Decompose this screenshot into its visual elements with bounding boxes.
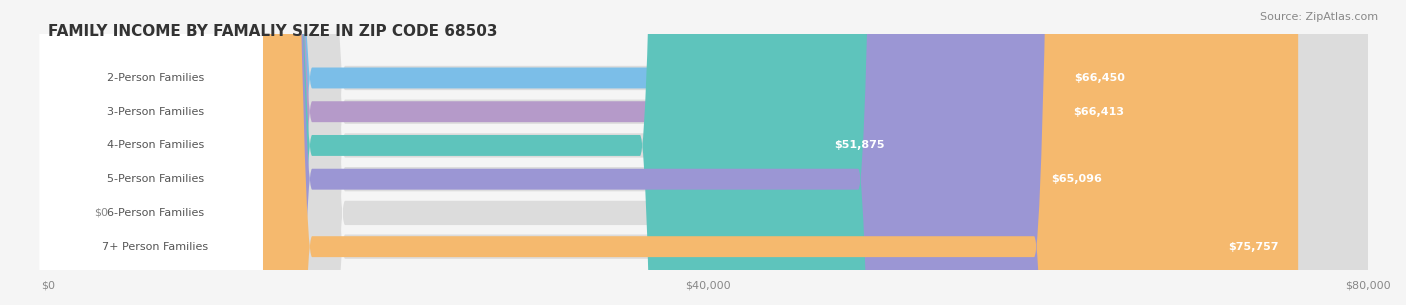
FancyBboxPatch shape xyxy=(48,0,1368,305)
FancyBboxPatch shape xyxy=(39,0,263,305)
Text: $66,450: $66,450 xyxy=(1074,73,1125,83)
Text: 7+ Person Families: 7+ Person Families xyxy=(103,242,208,252)
Text: $66,413: $66,413 xyxy=(1073,107,1125,117)
Text: $51,875: $51,875 xyxy=(834,140,884,150)
FancyBboxPatch shape xyxy=(39,0,263,305)
Text: $65,096: $65,096 xyxy=(1052,174,1102,184)
FancyBboxPatch shape xyxy=(48,0,1298,305)
FancyBboxPatch shape xyxy=(48,0,1368,305)
Text: 3-Person Families: 3-Person Families xyxy=(107,107,204,117)
FancyBboxPatch shape xyxy=(48,0,904,305)
FancyBboxPatch shape xyxy=(48,0,1144,305)
FancyBboxPatch shape xyxy=(48,0,1122,305)
Text: 2-Person Families: 2-Person Families xyxy=(107,73,204,83)
FancyBboxPatch shape xyxy=(48,0,1144,305)
FancyBboxPatch shape xyxy=(39,0,263,305)
FancyBboxPatch shape xyxy=(48,0,1368,305)
FancyBboxPatch shape xyxy=(39,0,263,305)
Text: FAMILY INCOME BY FAMALIY SIZE IN ZIP CODE 68503: FAMILY INCOME BY FAMALIY SIZE IN ZIP COD… xyxy=(48,24,498,39)
FancyBboxPatch shape xyxy=(48,0,1368,305)
FancyBboxPatch shape xyxy=(48,0,1368,305)
Text: $0: $0 xyxy=(94,208,108,218)
Text: 5-Person Families: 5-Person Families xyxy=(107,174,204,184)
FancyBboxPatch shape xyxy=(48,0,1368,305)
FancyBboxPatch shape xyxy=(39,0,263,305)
Text: Source: ZipAtlas.com: Source: ZipAtlas.com xyxy=(1260,12,1378,22)
Text: 4-Person Families: 4-Person Families xyxy=(107,140,204,150)
Text: $75,757: $75,757 xyxy=(1227,242,1278,252)
Text: 6-Person Families: 6-Person Families xyxy=(107,208,204,218)
FancyBboxPatch shape xyxy=(39,0,263,305)
FancyBboxPatch shape xyxy=(48,0,62,305)
